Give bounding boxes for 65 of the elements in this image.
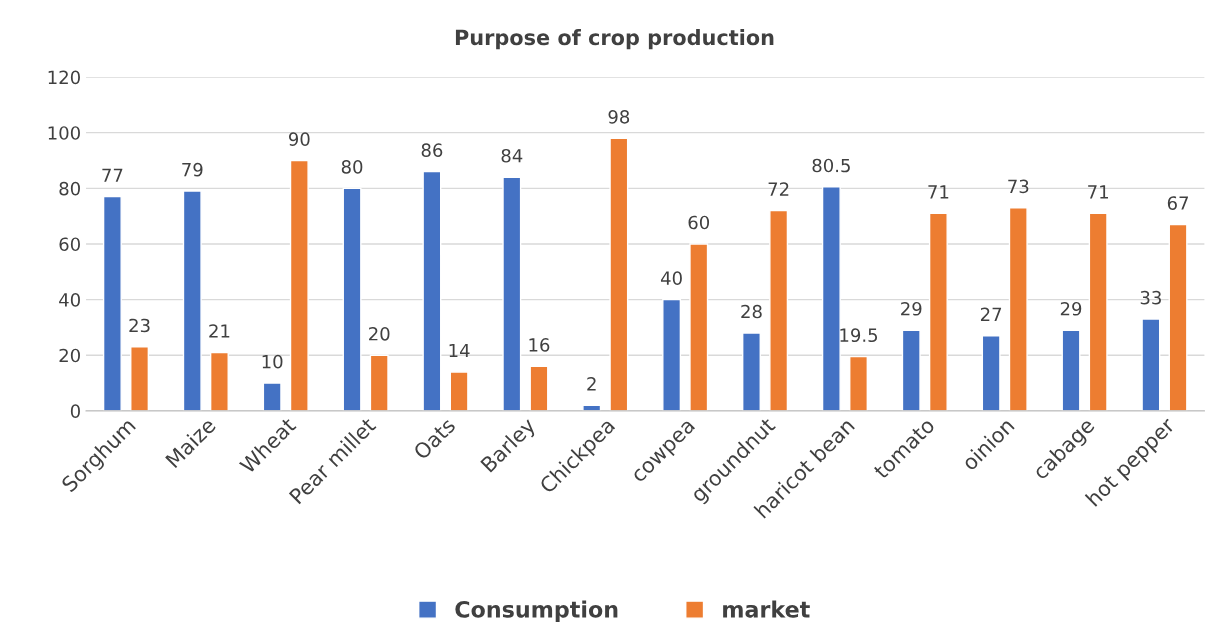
bar (1141, 318, 1161, 411)
y-tick-label: 40 (59, 293, 80, 307)
bar (1088, 212, 1108, 411)
data-label: 80.5 (812, 158, 850, 173)
data-label: 33 (1140, 290, 1161, 305)
bar (1168, 223, 1188, 411)
bar (529, 365, 549, 411)
bar (422, 170, 442, 411)
bar (130, 346, 150, 411)
bar (1061, 329, 1081, 411)
data-label: 14 (449, 343, 470, 358)
data-label: 29 (901, 301, 922, 316)
data-label: 23 (129, 318, 150, 333)
data-label: 77 (102, 168, 123, 182)
bar (182, 190, 202, 411)
y-tick-label: 20 (59, 348, 80, 363)
bar (741, 332, 761, 411)
bar (1008, 207, 1028, 411)
data-label: 86 (421, 143, 443, 158)
bar (928, 212, 948, 411)
data-label: 71 (928, 185, 949, 199)
y-tick-label: 120 (48, 70, 80, 85)
bar (609, 137, 629, 411)
y-tick-label: 80 (59, 181, 80, 196)
data-label: 2 (587, 377, 596, 391)
data-label: 21 (209, 324, 230, 338)
bar (369, 354, 389, 411)
bar (849, 355, 869, 411)
data-label: 27 (980, 307, 1002, 321)
bar (209, 351, 229, 411)
data-label: 98 (608, 109, 630, 124)
data-label: 29 (1060, 301, 1082, 316)
bar (502, 176, 522, 411)
data-label: 79 (182, 162, 203, 177)
data-label: 72 (768, 182, 789, 196)
bar (769, 209, 789, 411)
bar (821, 186, 841, 411)
y-tick-label: 0 (70, 404, 80, 418)
data-label: 73 (1008, 179, 1029, 194)
bar (289, 159, 309, 411)
bar (981, 335, 1001, 411)
data-label: 80 (341, 160, 363, 174)
bar (689, 243, 709, 411)
data-label: 16 (529, 338, 550, 352)
bar (262, 382, 282, 411)
legend-label: Consumption (455, 600, 618, 622)
bar (662, 298, 682, 411)
data-label: 84 (501, 148, 523, 163)
chart-title: Purpose of crop production (455, 29, 774, 50)
data-label: 40 (660, 271, 682, 285)
data-label: 10 (262, 354, 283, 369)
data-label: 67 (1167, 196, 1188, 210)
bar (342, 187, 362, 411)
data-label: 28 (741, 304, 762, 319)
data-label: 90 (288, 132, 310, 146)
data-label: 60 (688, 215, 710, 230)
bar (449, 371, 469, 411)
bar (102, 195, 122, 411)
legend-label: market (723, 600, 810, 618)
y-tick-label: 60 (59, 237, 80, 252)
y-tick-label: 100 (48, 126, 80, 140)
data-label: 20 (369, 326, 390, 341)
data-label: 19.5 (840, 328, 878, 343)
data-label: 71 (1088, 185, 1108, 199)
bar (901, 329, 921, 411)
